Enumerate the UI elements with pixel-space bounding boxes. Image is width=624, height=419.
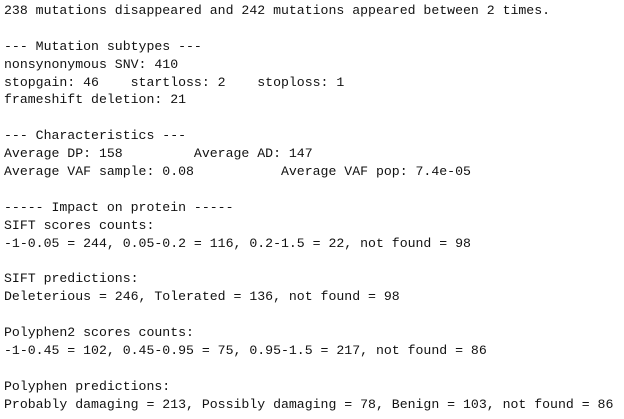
output-line: SIFT predictions:	[4, 271, 139, 287]
output-line: frameshift deletion: 21	[4, 92, 187, 108]
output-line: nonsynonymous SNV: 410	[4, 56, 179, 72]
output-line: -1-0.45 = 102, 0.45-0.95 = 75, 0.95-1.5 …	[4, 342, 487, 358]
output-block: --- Mutation subtypes --- nonsynonymous S…	[4, 38, 613, 110]
output-block: Polyphen predictions: Probably damaging =…	[4, 378, 613, 414]
output-line: SIFT scores counts:	[4, 217, 155, 233]
output-line: -1-0.05 = 244, 0.05-0.2 = 116, 0.2-1.5 =…	[4, 235, 471, 251]
output-block: ----- Impact on protein ----- SIFT scores…	[4, 199, 613, 253]
output-line: stopgain: 46 startloss: 2 stoploss: 1	[4, 74, 345, 90]
output-line: Polyphen2 scores counts:	[4, 325, 194, 341]
output-block: Polyphen2 scores counts: -1-0.45 = 102, 0…	[4, 324, 613, 360]
output-line: --- Mutation subtypes ---	[4, 38, 202, 54]
output-line: Average VAF sample: 0.08 Average VAF pop…	[4, 164, 471, 180]
output-block: SIFT predictions: Deleterious = 246, Tole…	[4, 270, 613, 306]
output-text: 238 mutations disappeared and 242 mutati…	[4, 2, 613, 419]
output-line: 238 mutations disappeared and 242 mutati…	[4, 3, 551, 18]
output-block: 238 mutations disappeared and 242 mutati…	[4, 2, 613, 20]
output-line: Deleterious = 246, Tolerated = 136, not …	[4, 289, 400, 305]
output-line: ----- Impact on protein -----	[4, 199, 234, 215]
output-line: --- Characteristics ---	[4, 128, 187, 144]
output-block: --- Characteristics --- Average DP: 158 A…	[4, 127, 613, 181]
output-line: Average DP: 158 Average AD: 147	[4, 146, 313, 162]
output-line: Probably damaging = 213, Possibly damagi…	[4, 396, 614, 412]
output-line: Polyphen predictions:	[4, 378, 171, 394]
